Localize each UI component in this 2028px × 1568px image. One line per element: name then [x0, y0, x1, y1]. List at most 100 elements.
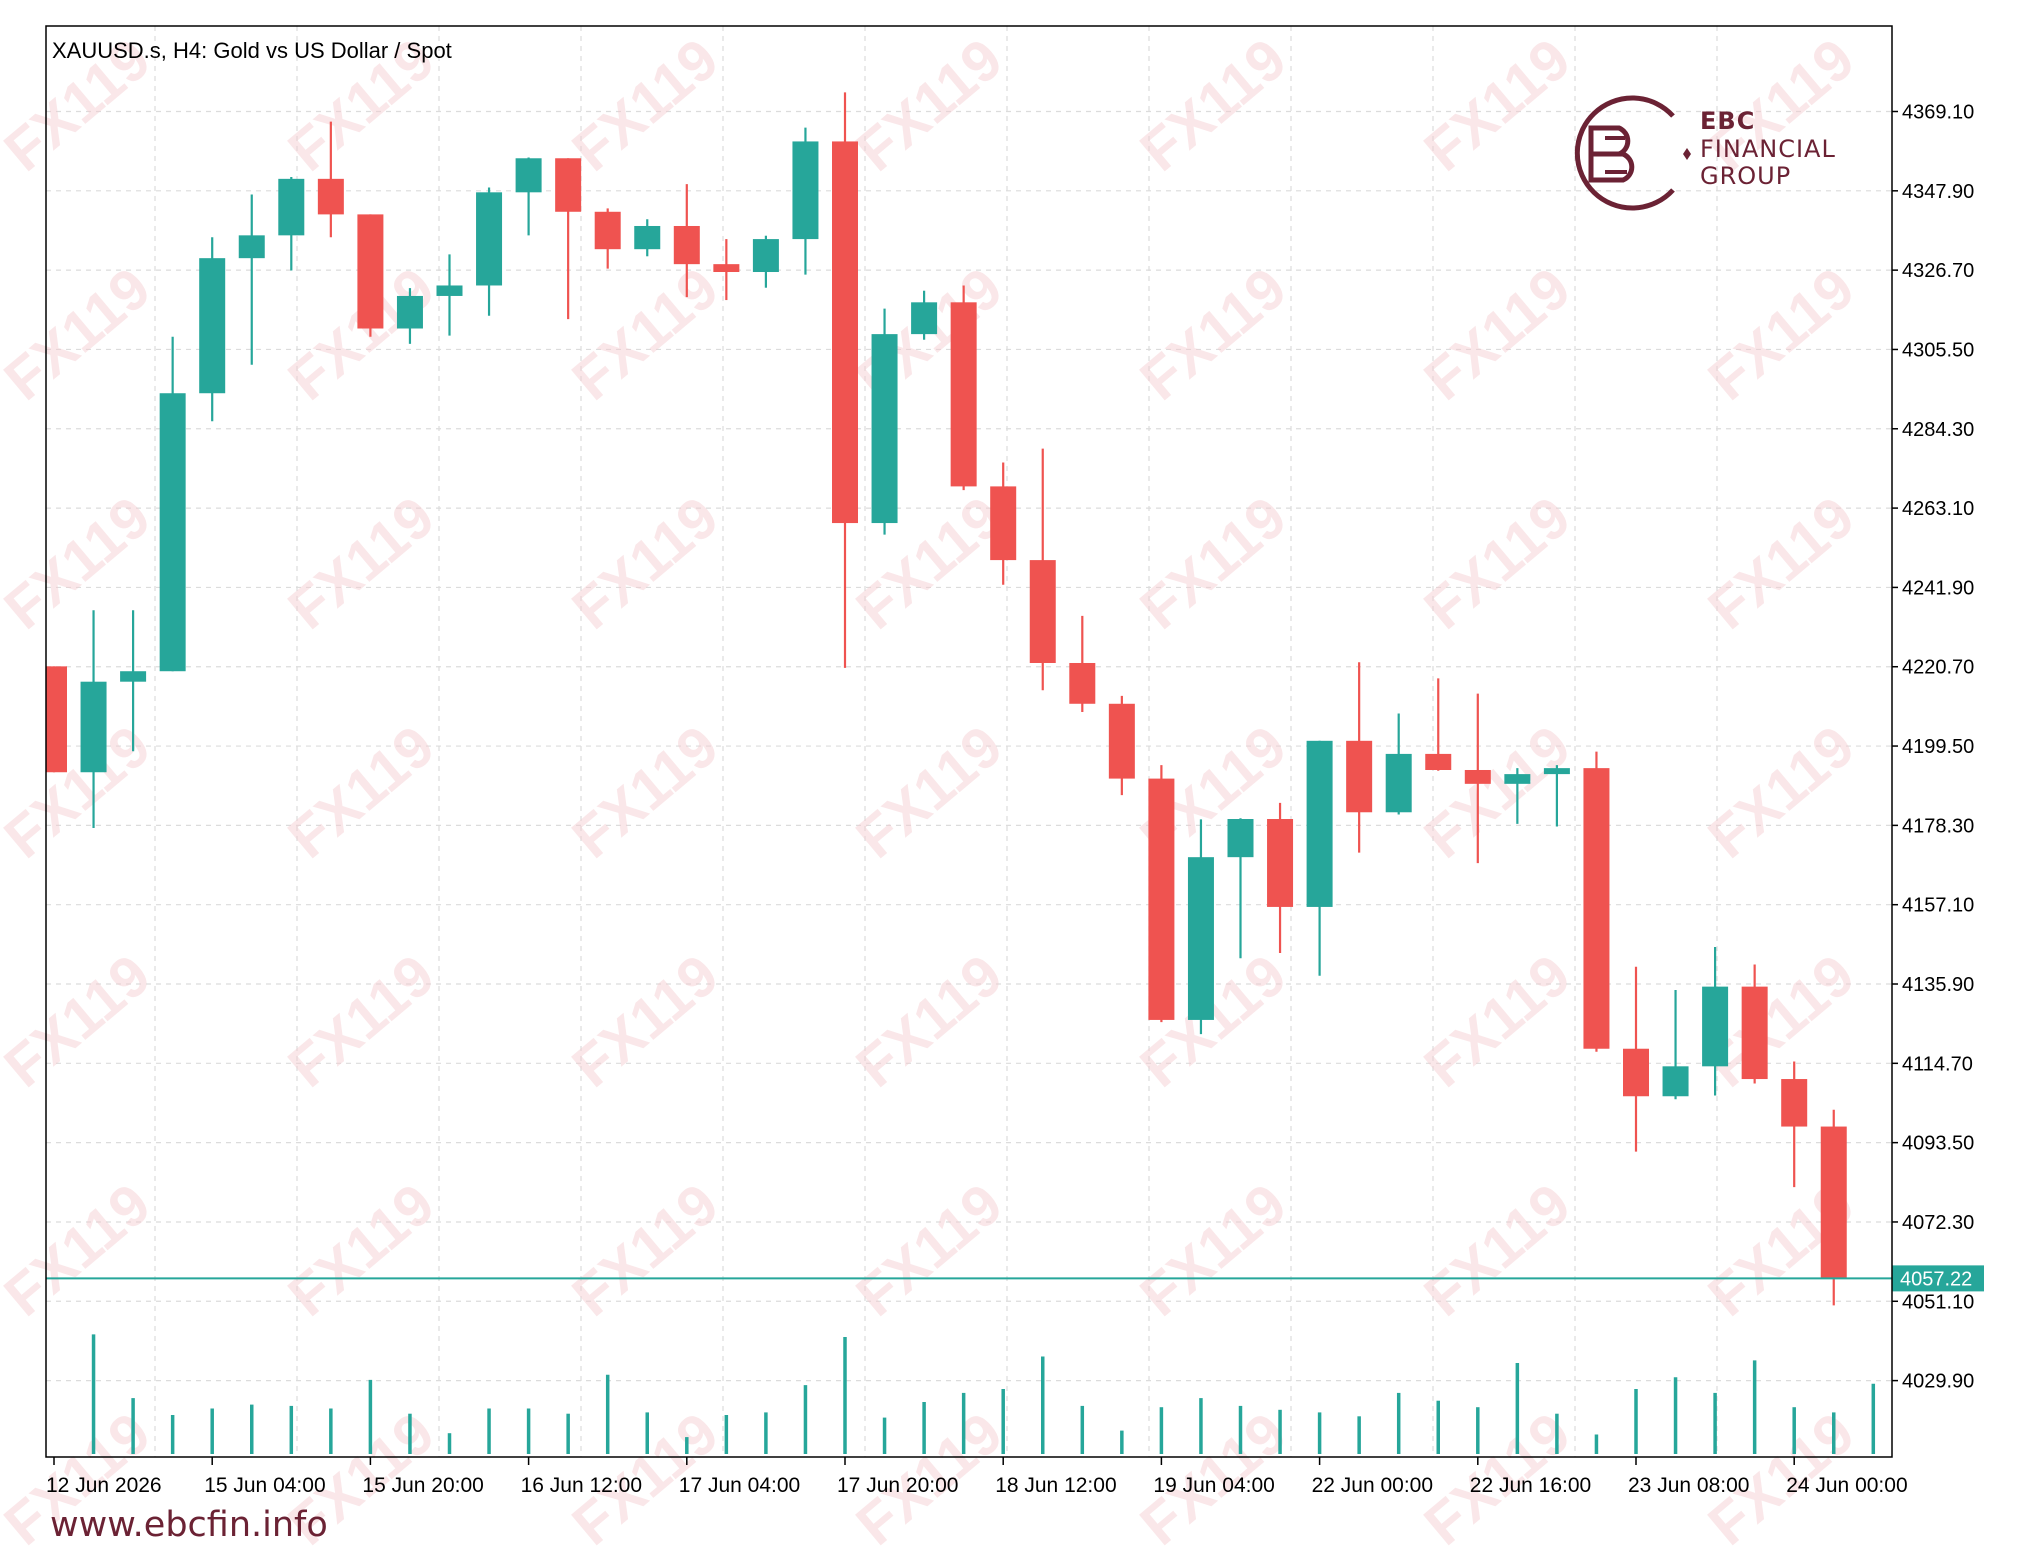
candle: [1346, 662, 1373, 853]
watermark: FX119: [560, 942, 730, 1100]
candle: [278, 176, 305, 271]
y-tick-label: 4072.30: [1902, 1212, 1974, 1234]
candle-body: [238, 235, 265, 259]
candle: [713, 239, 740, 301]
watermark: FX119: [1128, 1171, 1298, 1329]
candle: [159, 336, 186, 672]
watermark: FX119: [560, 713, 730, 871]
candle: [594, 208, 621, 269]
candle: [357, 214, 384, 337]
y-tick-label: 4369.10: [1902, 102, 1974, 124]
x-tick-label: 22 Jun 16:00: [1470, 1474, 1591, 1497]
candle-body: [1543, 768, 1570, 775]
candle: [396, 288, 423, 344]
y-tick-label: 4263.10: [1902, 498, 1974, 520]
candle: [199, 237, 226, 422]
candle-body: [1069, 662, 1096, 704]
candle: [832, 92, 858, 668]
x-tick-label: 12 Jun 2026: [46, 1474, 162, 1497]
candle-body: [159, 393, 186, 672]
candle-body: [1148, 778, 1175, 1020]
y-tick-label: 4051.10: [1902, 1291, 1974, 1313]
candle: [1662, 989, 1689, 1100]
candle-body: [792, 141, 819, 240]
candle-body: [1464, 769, 1491, 784]
logo-line-3: GROUP: [1700, 162, 1792, 191]
current-price-tag: [1892, 1265, 1984, 1292]
candle-body: [911, 302, 938, 335]
candle: [80, 610, 107, 828]
watermark: FX119: [844, 713, 1014, 871]
watermark: FX119: [1128, 26, 1298, 184]
candle: [1267, 802, 1294, 953]
candle-body: [950, 302, 977, 487]
watermark: FX119: [844, 942, 1014, 1100]
candle-body: [357, 214, 384, 329]
candle-body: [1227, 819, 1254, 858]
candle-body: [396, 295, 423, 329]
candle-body: [1346, 740, 1373, 813]
y-tick-label: 4157.10: [1902, 895, 1974, 917]
candle: [792, 127, 819, 275]
candle-body: [120, 671, 147, 682]
candle: [1385, 713, 1412, 815]
candle-body: [713, 264, 740, 273]
y-tick-label: 4305.50: [1902, 339, 1974, 361]
candle-body: [515, 158, 542, 193]
candle: [871, 308, 898, 535]
candle: [1820, 1109, 1847, 1306]
candle: [1464, 693, 1491, 864]
candle: [1108, 695, 1135, 796]
candle: [515, 157, 542, 236]
watermark: FX119: [560, 484, 730, 642]
candle-body: [1267, 819, 1294, 907]
candle-body: [46, 666, 67, 773]
candle: [1702, 946, 1729, 1096]
candle: [1504, 768, 1531, 824]
candle: [950, 285, 977, 491]
x-tick-label: 17 Jun 04:00: [679, 1474, 800, 1497]
watermark: FX119: [1696, 713, 1866, 871]
x-tick-label: 19 Jun 04:00: [1153, 1474, 1274, 1497]
candle: [1227, 818, 1254, 959]
x-tick-label: 22 Jun 00:00: [1312, 1474, 1433, 1497]
logo-line-2: FINANCIAL: [1700, 134, 1836, 163]
candle: [555, 158, 582, 320]
current-price-label: 4057.22: [1900, 1268, 1972, 1290]
candle-body: [1741, 986, 1768, 1080]
watermark: FX119: [1696, 484, 1866, 642]
logo-text: EBC FINANCIAL GROUP: [1700, 107, 1836, 191]
candle-body: [1504, 774, 1531, 784]
watermark: FX119: [276, 1171, 446, 1329]
website-link[interactable]: www.ebcfin.info: [50, 1505, 328, 1545]
candle-body: [1029, 560, 1056, 663]
candle-body: [990, 486, 1017, 561]
y-tick-label: 4029.90: [1902, 1371, 1974, 1393]
x-tick-label: 23 Jun 08:00: [1628, 1474, 1749, 1497]
watermark: FX119: [844, 26, 1014, 184]
candle-body: [634, 225, 661, 250]
y-tick-label: 4326.70: [1902, 260, 1974, 282]
chart-title: XAUUSD.s, H4: Gold vs US Dollar / Spot: [52, 38, 452, 63]
candle: [317, 121, 344, 238]
candle: [1425, 678, 1452, 771]
candle-body: [317, 178, 344, 215]
y-tick-label: 4199.50: [1902, 736, 1974, 758]
current-price-line: 4057.22: [46, 1265, 1984, 1292]
candle: [46, 666, 67, 773]
candle-body: [1662, 1066, 1689, 1097]
candle: [1741, 964, 1768, 1084]
candle: [1148, 765, 1175, 1023]
candle-body: [476, 192, 503, 286]
watermark: FX119: [276, 713, 446, 871]
candle-body: [752, 239, 779, 273]
watermark: FX119: [0, 255, 163, 413]
y-tick-label: 4093.50: [1902, 1133, 1974, 1155]
candle: [634, 219, 661, 257]
candle: [120, 610, 147, 752]
y-tick-label: 4220.70: [1902, 657, 1974, 679]
candle: [911, 290, 938, 340]
candle-body: [436, 285, 463, 296]
candle: [1069, 615, 1096, 713]
